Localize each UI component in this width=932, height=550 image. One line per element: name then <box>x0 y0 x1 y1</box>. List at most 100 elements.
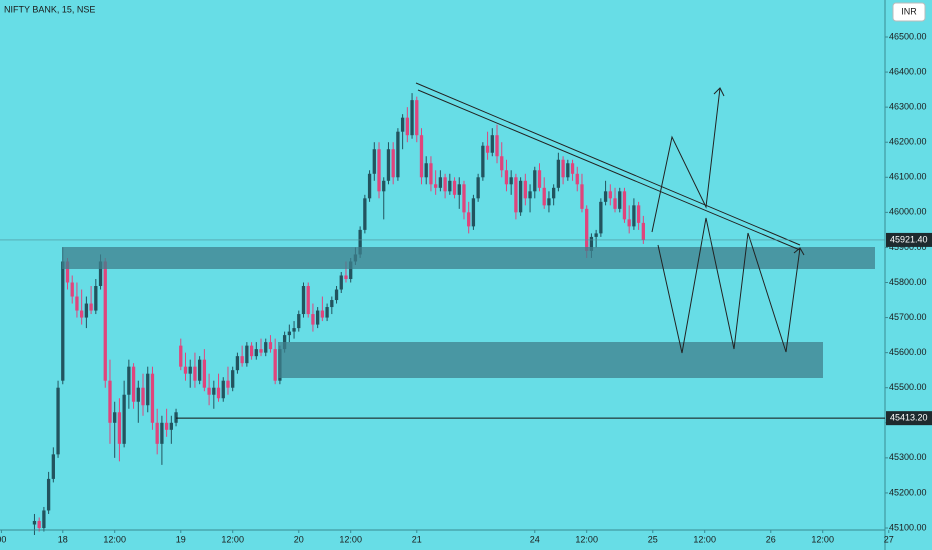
x-tick-label: 12:00 <box>103 534 126 544</box>
candle-body <box>141 387 145 406</box>
candle-body <box>264 342 268 353</box>
candle-body <box>613 198 617 209</box>
candle-body <box>245 345 249 364</box>
candle-body <box>164 422 169 430</box>
y-tick-label: 45800.00 <box>889 277 927 287</box>
candle-body <box>603 191 608 202</box>
y-tick-label: 45600.00 <box>889 347 927 357</box>
candle-body <box>542 187 546 206</box>
candle-body <box>367 173 372 199</box>
candle-body <box>382 180 386 192</box>
candle-body <box>325 307 329 318</box>
candle-body <box>566 163 570 178</box>
candle-body <box>618 191 622 209</box>
y-tick-label: 46500.00 <box>889 31 927 41</box>
chart-title: NIFTY BANK, 15, NSE <box>4 4 95 14</box>
y-tick-label: 46000.00 <box>889 207 927 217</box>
y-tick-label: 46300.00 <box>889 102 927 112</box>
candle-body <box>46 478 51 511</box>
candle-body <box>330 300 334 308</box>
price-label: 45413.20 <box>890 413 928 423</box>
candle-body <box>89 303 93 311</box>
support-zone <box>278 342 823 378</box>
candle-body <box>216 387 221 399</box>
x-tick-label: 20 <box>294 534 304 544</box>
candle-body <box>311 314 315 325</box>
candle-body <box>188 366 192 374</box>
candle-body <box>594 233 598 237</box>
candle-body <box>174 412 178 423</box>
candle-body <box>509 177 513 185</box>
candle-body <box>146 373 150 406</box>
candle-body <box>198 359 202 381</box>
price-label: 45921.40 <box>890 234 928 244</box>
x-tick-label: 12:00 <box>221 534 244 544</box>
candle-body <box>481 145 485 178</box>
candle-body <box>585 208 589 251</box>
x-tick-label: 00 <box>0 534 6 544</box>
candle-body <box>443 177 447 192</box>
candle-body <box>207 387 211 395</box>
candle-body <box>556 159 561 188</box>
currency-button[interactable] <box>892 2 926 22</box>
candle-body <box>179 345 183 367</box>
candle-body <box>56 387 60 455</box>
candle-body <box>94 286 98 311</box>
candle-body <box>358 229 362 255</box>
resistance-zone <box>62 247 875 269</box>
candle-body <box>471 198 476 227</box>
candle-body <box>37 520 41 528</box>
candle-body <box>467 212 471 227</box>
y-tick-label: 45500.00 <box>889 382 927 392</box>
candle-body <box>580 184 584 209</box>
y-tick-label: 46400.00 <box>889 66 927 76</box>
drawings <box>62 82 875 378</box>
x-tick-label: 12:00 <box>575 534 598 544</box>
candle-body <box>575 173 579 185</box>
candle-body <box>287 331 291 336</box>
candle-body <box>448 180 452 192</box>
candle-body <box>155 422 159 444</box>
candle-body <box>297 314 301 329</box>
x-tick-label: 26 <box>766 534 776 544</box>
candle-body <box>235 356 240 371</box>
candle-body <box>51 454 55 479</box>
x-tick-label: 12:00 <box>693 534 716 544</box>
candle-body <box>528 191 532 199</box>
candle-body <box>42 510 46 528</box>
candle-body <box>75 296 79 311</box>
candle-body <box>70 282 74 297</box>
candle-body <box>193 366 197 381</box>
candle-body <box>212 387 216 395</box>
candle-body <box>415 100 419 136</box>
candle-body <box>160 422 164 444</box>
candle-body <box>627 219 631 227</box>
candle-body <box>457 184 461 195</box>
candle-body <box>259 349 263 353</box>
candle-body <box>84 303 89 318</box>
candle-body <box>32 520 37 525</box>
currency-label[interactable]: INR <box>901 6 917 16</box>
candle-body <box>396 131 400 178</box>
zigzag-up <box>651 87 721 233</box>
candle-body <box>316 310 320 325</box>
candle-body <box>622 191 627 220</box>
candle-body <box>122 394 126 444</box>
candle-body <box>589 236 594 251</box>
candle-body <box>339 275 343 290</box>
candle-body <box>127 366 131 395</box>
candle-body <box>500 156 504 171</box>
candles <box>32 93 645 536</box>
candle-body <box>438 177 443 188</box>
candle-body <box>504 170 509 185</box>
candle-body <box>462 184 466 213</box>
candle-body <box>523 180 527 199</box>
candle-body <box>537 170 542 188</box>
candle-body <box>636 205 641 223</box>
candle-body <box>103 261 107 381</box>
candle-body <box>632 205 636 227</box>
candle-body <box>292 328 296 332</box>
candle-body <box>485 145 490 153</box>
x-tick-label: 21 <box>412 534 422 544</box>
